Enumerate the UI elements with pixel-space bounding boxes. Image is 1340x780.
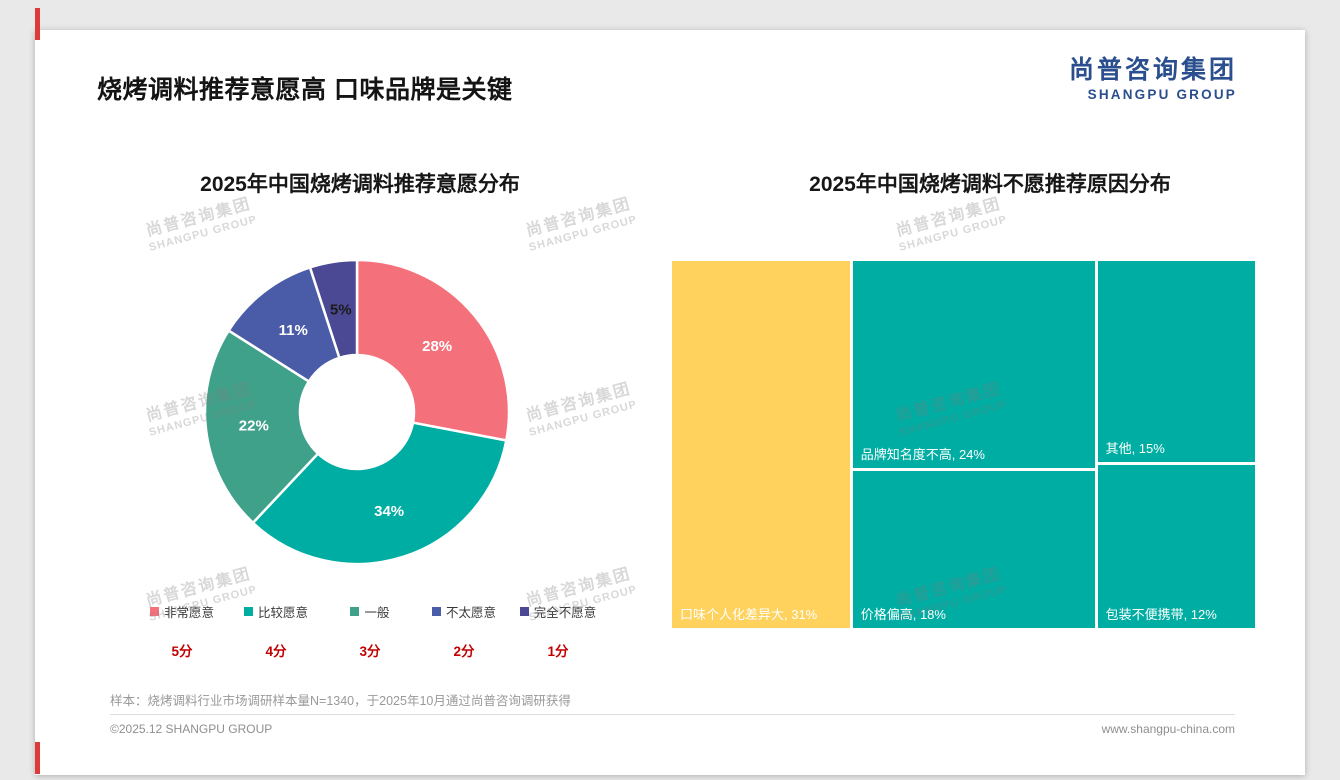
treemap-cell-3: 价格偏高, 18% [852,470,1095,628]
company-logo: 尚普咨询集团 SHANGPU GROUP [1069,56,1237,102]
donut-slice-label: 34% [374,503,404,520]
donut-slice-1 [355,258,511,442]
sample-note: 样本：烧烤调料行业市场调研样本量N=1340，于2025年10月通过尚普咨询调研… [110,694,571,708]
donut-slice-2 [251,421,508,566]
legend-item-4: 不太愿意 [417,602,511,621]
donut-slice-5 [308,258,359,360]
legend-item-3: 一般 [323,602,417,621]
legend-swatch [243,607,253,616]
treemap-cell-label: 口味个人化差异大, 31% [680,607,818,622]
slide: 烧烤调料推荐意愿高 口味品牌是关键 尚普咨询集团 SHANGPU GROUP 2… [35,30,1305,775]
treemap-cell-2: 品牌知名度不高, 24% [852,261,1095,468]
legend-swatch [431,607,441,616]
donut-slice-label: 5% [330,302,352,319]
left-edge-accent-bar-top [35,8,40,40]
treemap-cell-label: 包装不便携带, 12% [1105,606,1217,622]
donut-legend: 非常愿意 比较愿意 一般 不太愿意 完全不愿意 [135,602,605,621]
legend-swatch [519,607,529,616]
donut-chart: 28% 34% 22% 11% 5% [203,258,511,566]
legend-swatch [350,607,360,616]
legend-label: 完全不愿意 [533,606,597,620]
treemap-chart: 口味个人化差异大, 31% 品牌知名度不高, 24% 价格偏高, 18% 其他, 15… [672,261,1255,628]
legend-label: 比较愿意 [257,606,308,620]
legend-item-1: 非常愿意 [135,602,229,621]
score-label-3: 3分 [359,644,381,659]
donut-slice-3 [203,328,320,525]
donut-slice-label: 11% [279,322,308,339]
watermark: 尚普咨询集团 SHANGPU GROUP [893,194,1009,255]
donut-chart-title: 2025年中国烧烤调料推荐意愿分布 [200,173,520,196]
score-label-2: 4分 [265,644,287,659]
footer-divider [110,714,1235,715]
treemap-cell-4: 其他, 15% [1097,261,1255,462]
legend-label: 一般 [364,606,390,620]
donut-slice-label: 22% [239,417,269,434]
treemap-cell-1: 口味个人化差异大, 31% [672,261,850,628]
donut-score-row: 5分 4分 3分 2分 1分 [135,640,605,660]
donut-slice-label: 28% [422,338,452,355]
company-logo-cn: 尚普咨询集团 [1068,56,1237,84]
watermark-en: SHANGPU GROUP [897,213,1009,254]
legend-label: 不太愿意 [445,606,496,620]
treemap-cell-5: 包装不便携带, 12% [1097,464,1255,628]
legend-swatch [149,607,159,616]
page-title: 烧烤调料推荐意愿高 口味品牌是关键 [97,76,513,104]
score-label-4: 2分 [453,644,475,659]
score-label-1: 5分 [171,644,193,659]
left-edge-accent-bar-bottom [35,742,40,774]
footer-copyright: ©2025.12 SHANGPU GROUP [110,722,273,736]
treemap-cell-label: 其他, 15% [1105,440,1165,456]
treemap-cell-label: 价格偏高, 18% [860,606,946,622]
footer-website: www.shangpu-china.com [1101,722,1235,736]
company-logo-en: SHANGPU GROUP [1087,86,1237,102]
legend-label: 非常愿意 [163,606,214,620]
score-label-5: 1分 [547,644,569,659]
legend-item-2: 比较愿意 [229,602,323,621]
watermark-cn: 尚普咨询集团 [894,195,1004,240]
treemap-cell-label: 品牌知名度不高, 24% [860,446,985,462]
treemap-chart-title: 2025年中国烧烤调料不愿推荐原因分布 [809,173,1171,196]
legend-item-5: 完全不愿意 [511,602,605,621]
